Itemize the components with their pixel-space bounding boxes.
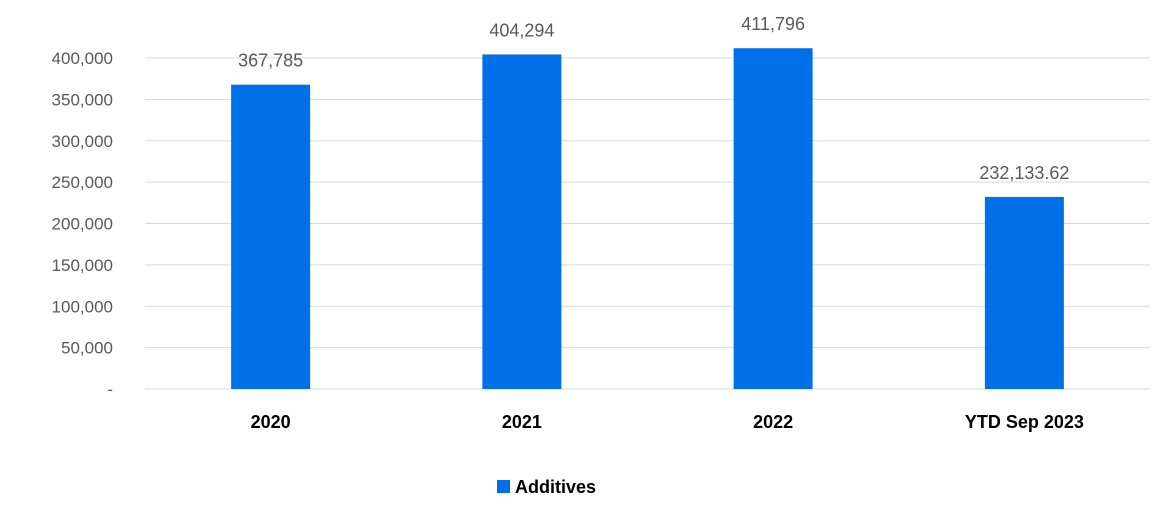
y-tick-label: 100,000 — [52, 297, 113, 316]
y-tick-label: 150,000 — [52, 256, 113, 275]
y-tick-label: 250,000 — [52, 173, 113, 192]
data-labels: 367,785 404,294 411,796 232,133.62 — [238, 14, 1069, 183]
x-tick-label: 2022 — [753, 412, 793, 432]
y-tick-label: 300,000 — [52, 132, 113, 151]
data-label: 232,133.62 — [979, 163, 1069, 183]
legend-label: Additives — [515, 477, 596, 497]
data-label: 404,294 — [489, 20, 554, 40]
y-tick-label: 50,000 — [61, 339, 113, 358]
y-tick-label: - — [107, 380, 113, 399]
data-label: 411,796 — [741, 14, 805, 34]
gridlines — [145, 57, 1150, 390]
x-tick-label: YTD Sep 2023 — [965, 412, 1084, 432]
y-tick-label: 350,000 — [52, 90, 113, 109]
bars — [231, 48, 1064, 390]
legend-swatch — [497, 480, 510, 493]
x-axis-ticks: 2020 2021 2022 YTD Sep 2023 — [251, 412, 1084, 432]
legend: Additives — [497, 477, 596, 497]
data-label: 367,785 — [238, 51, 303, 71]
bar — [482, 54, 562, 389]
bar — [231, 84, 311, 390]
y-axis-ticks: - 50,000 100,000 150,000 200,000 250,000 300,0… — [52, 49, 113, 399]
bar — [984, 196, 1064, 389]
y-tick-label: 400,000 — [52, 49, 113, 68]
x-tick-label: 2021 — [502, 412, 542, 432]
bar — [733, 48, 813, 390]
x-tick-label: 2020 — [251, 412, 291, 432]
y-tick-label: 200,000 — [52, 215, 113, 234]
